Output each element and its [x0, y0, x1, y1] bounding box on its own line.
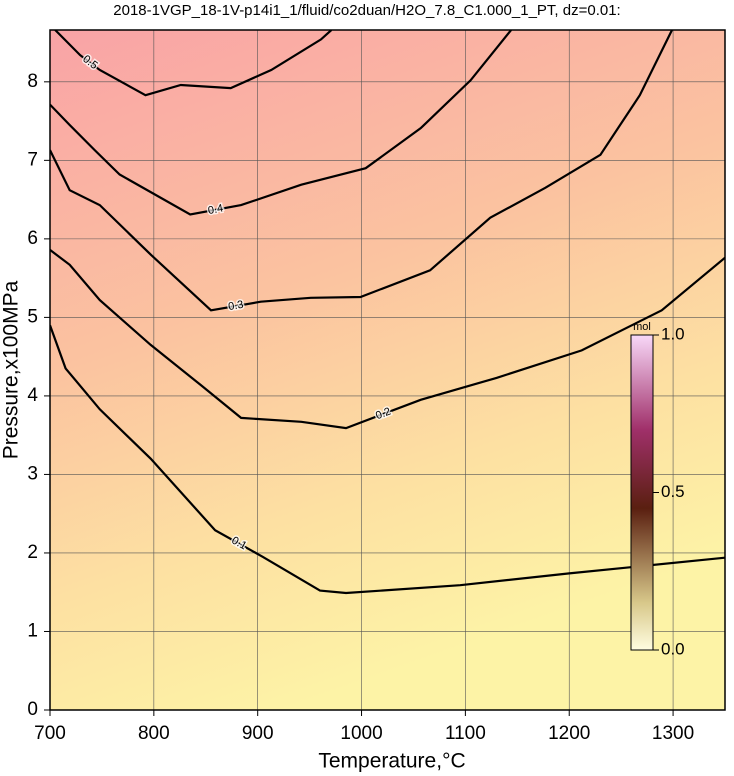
grid [49, 30, 725, 711]
y-axis-label: Pressure,x100MPa [0, 280, 23, 459]
x-tick-label: 900 [242, 723, 274, 744]
x-tick-label: 700 [34, 723, 66, 744]
x-tick-label: 1300 [652, 723, 694, 744]
contour-line [50, 324, 725, 595]
y-tick-label: 2 [27, 542, 38, 563]
x-axis-label: Temperature,°C [318, 750, 465, 773]
contour-label: 0.4 [207, 202, 224, 217]
colorbar-tick-label: 0.5 [661, 482, 685, 501]
plot-background [50, 30, 725, 710]
contour-line [54, 30, 333, 97]
y-tick-label: 6 [27, 228, 38, 249]
y-tick-label: 7 [27, 149, 38, 170]
colorbar-tick-label: 1.0 [661, 324, 685, 343]
chart-title: 2018-1VGP_18-1V-p14i1_1/fluid/co2duan/H2… [113, 2, 620, 19]
y-tick-label: 4 [27, 385, 38, 406]
y-tick-label: 1 [27, 620, 38, 641]
y-tick-label: 3 [27, 463, 38, 484]
contour-line [50, 30, 512, 216]
colorbar-tick-label: 0.0 [661, 639, 685, 658]
y-tick-label: 0 [27, 699, 38, 720]
y-tick-label: 8 [27, 71, 38, 92]
x-tick-label: 1100 [445, 723, 486, 744]
contour-line [50, 249, 725, 430]
colorbar-label: mol [633, 321, 651, 333]
y-tick-label: 5 [27, 306, 38, 327]
plot-frame [49, 29, 726, 711]
x-tick-label: 1200 [548, 723, 590, 744]
colorbar [630, 334, 654, 651]
contour-label: 0.3 [227, 299, 244, 313]
x-tick-label: 1000 [340, 723, 382, 744]
contour-line [50, 30, 673, 312]
x-tick-label: 800 [138, 723, 170, 744]
